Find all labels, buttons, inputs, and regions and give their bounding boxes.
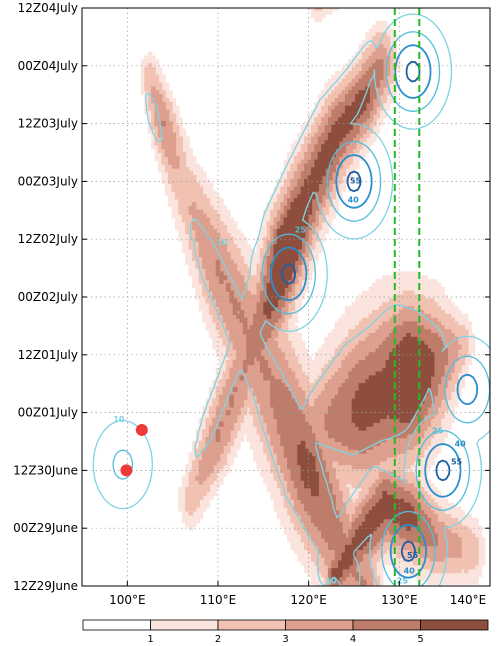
contour-25-label: 25 — [432, 427, 444, 436]
y-tick-label-1: 00Z29June — [13, 521, 78, 535]
x-axis: 100°E 110°E 120°E 130°E 140°E — [109, 581, 491, 607]
contour-40-label: 40 — [348, 196, 360, 205]
contour-40-label: 40 — [404, 567, 416, 576]
contour-10-label: 10 — [113, 415, 125, 424]
x-tick-label-0: 100°E — [109, 593, 146, 607]
marker-layer — [120, 423, 148, 477]
y-tick-label-7: 00Z03July — [18, 174, 78, 188]
shade-level-3 — [151, 44, 462, 586]
colorbar-swatch-0 — [82, 619, 151, 631]
contour-40-line — [270, 44, 479, 579]
x-tick-label-4: 140°E — [450, 593, 487, 607]
y-tick-label-6: 12Z02July — [18, 232, 78, 246]
contour-40: 40 40 40 — [270, 44, 479, 579]
colorbar: 1 2 3 4 5 — [82, 619, 489, 645]
y-tick-label-4: 12Z01July — [18, 348, 78, 362]
x-tick-label-2: 120°E — [290, 593, 327, 607]
contour-25-line — [112, 31, 490, 586]
contour-55-label: 55 — [350, 176, 362, 185]
colorbar-swatch-4 — [352, 619, 421, 631]
colorbar-label-1: 1 — [147, 634, 153, 645]
colorbar-swatch-5 — [420, 619, 489, 631]
colorbar-swatch-2 — [217, 619, 286, 631]
contour-55-label: 55 — [407, 551, 419, 560]
colorbar-label-5: 5 — [417, 634, 423, 645]
colorbar-label-4: 4 — [350, 634, 356, 645]
red-marker-2 — [120, 464, 133, 477]
colorbar-label-2: 2 — [215, 634, 221, 645]
x-tick-label-1: 110°E — [200, 593, 237, 607]
y-tick-label-5: 00Z02July — [18, 290, 78, 304]
y-tick-label-10: 12Z04July — [18, 1, 78, 15]
red-marker-1 — [135, 423, 148, 436]
y-axis: 12Z29June 00Z29June 12Z30June 00Z01July 12Z0… — [13, 1, 490, 593]
contour-55: 55 55 55 — [281, 60, 463, 562]
y-tick-label-9: 00Z04July — [18, 59, 78, 73]
colorbar-swatch-3 — [285, 619, 354, 631]
contour-25: 25 25 25 — [112, 31, 490, 586]
y-tick-label-3: 00Z01July — [18, 406, 78, 420]
y-tick-label-0: 12Z29June — [13, 579, 78, 593]
contour-10: 10 10 10 — [92, 13, 490, 586]
colorbar-swatch-1 — [150, 619, 219, 631]
colorbar-label-3: 3 — [282, 634, 288, 645]
contour-55-label: 55 — [451, 458, 463, 467]
reference-lines — [393, 8, 421, 586]
contour-10-line — [92, 13, 490, 586]
y-tick-label-8: 12Z03July — [18, 117, 78, 131]
grid-layer — [82, 8, 490, 586]
x-tick-label-3: 130°E — [381, 593, 418, 607]
contour-25-label: 25 — [295, 226, 307, 235]
contour-10-label: 10 — [325, 576, 337, 585]
shade-level-3-area — [151, 44, 462, 586]
contour-55-line — [281, 60, 451, 562]
contour-25-label: 25 — [397, 577, 409, 586]
contour-10-label: 10 — [217, 238, 229, 247]
contour-40-label: 40 — [455, 439, 467, 448]
y-tick-label-2: 12Z30June — [13, 463, 78, 477]
